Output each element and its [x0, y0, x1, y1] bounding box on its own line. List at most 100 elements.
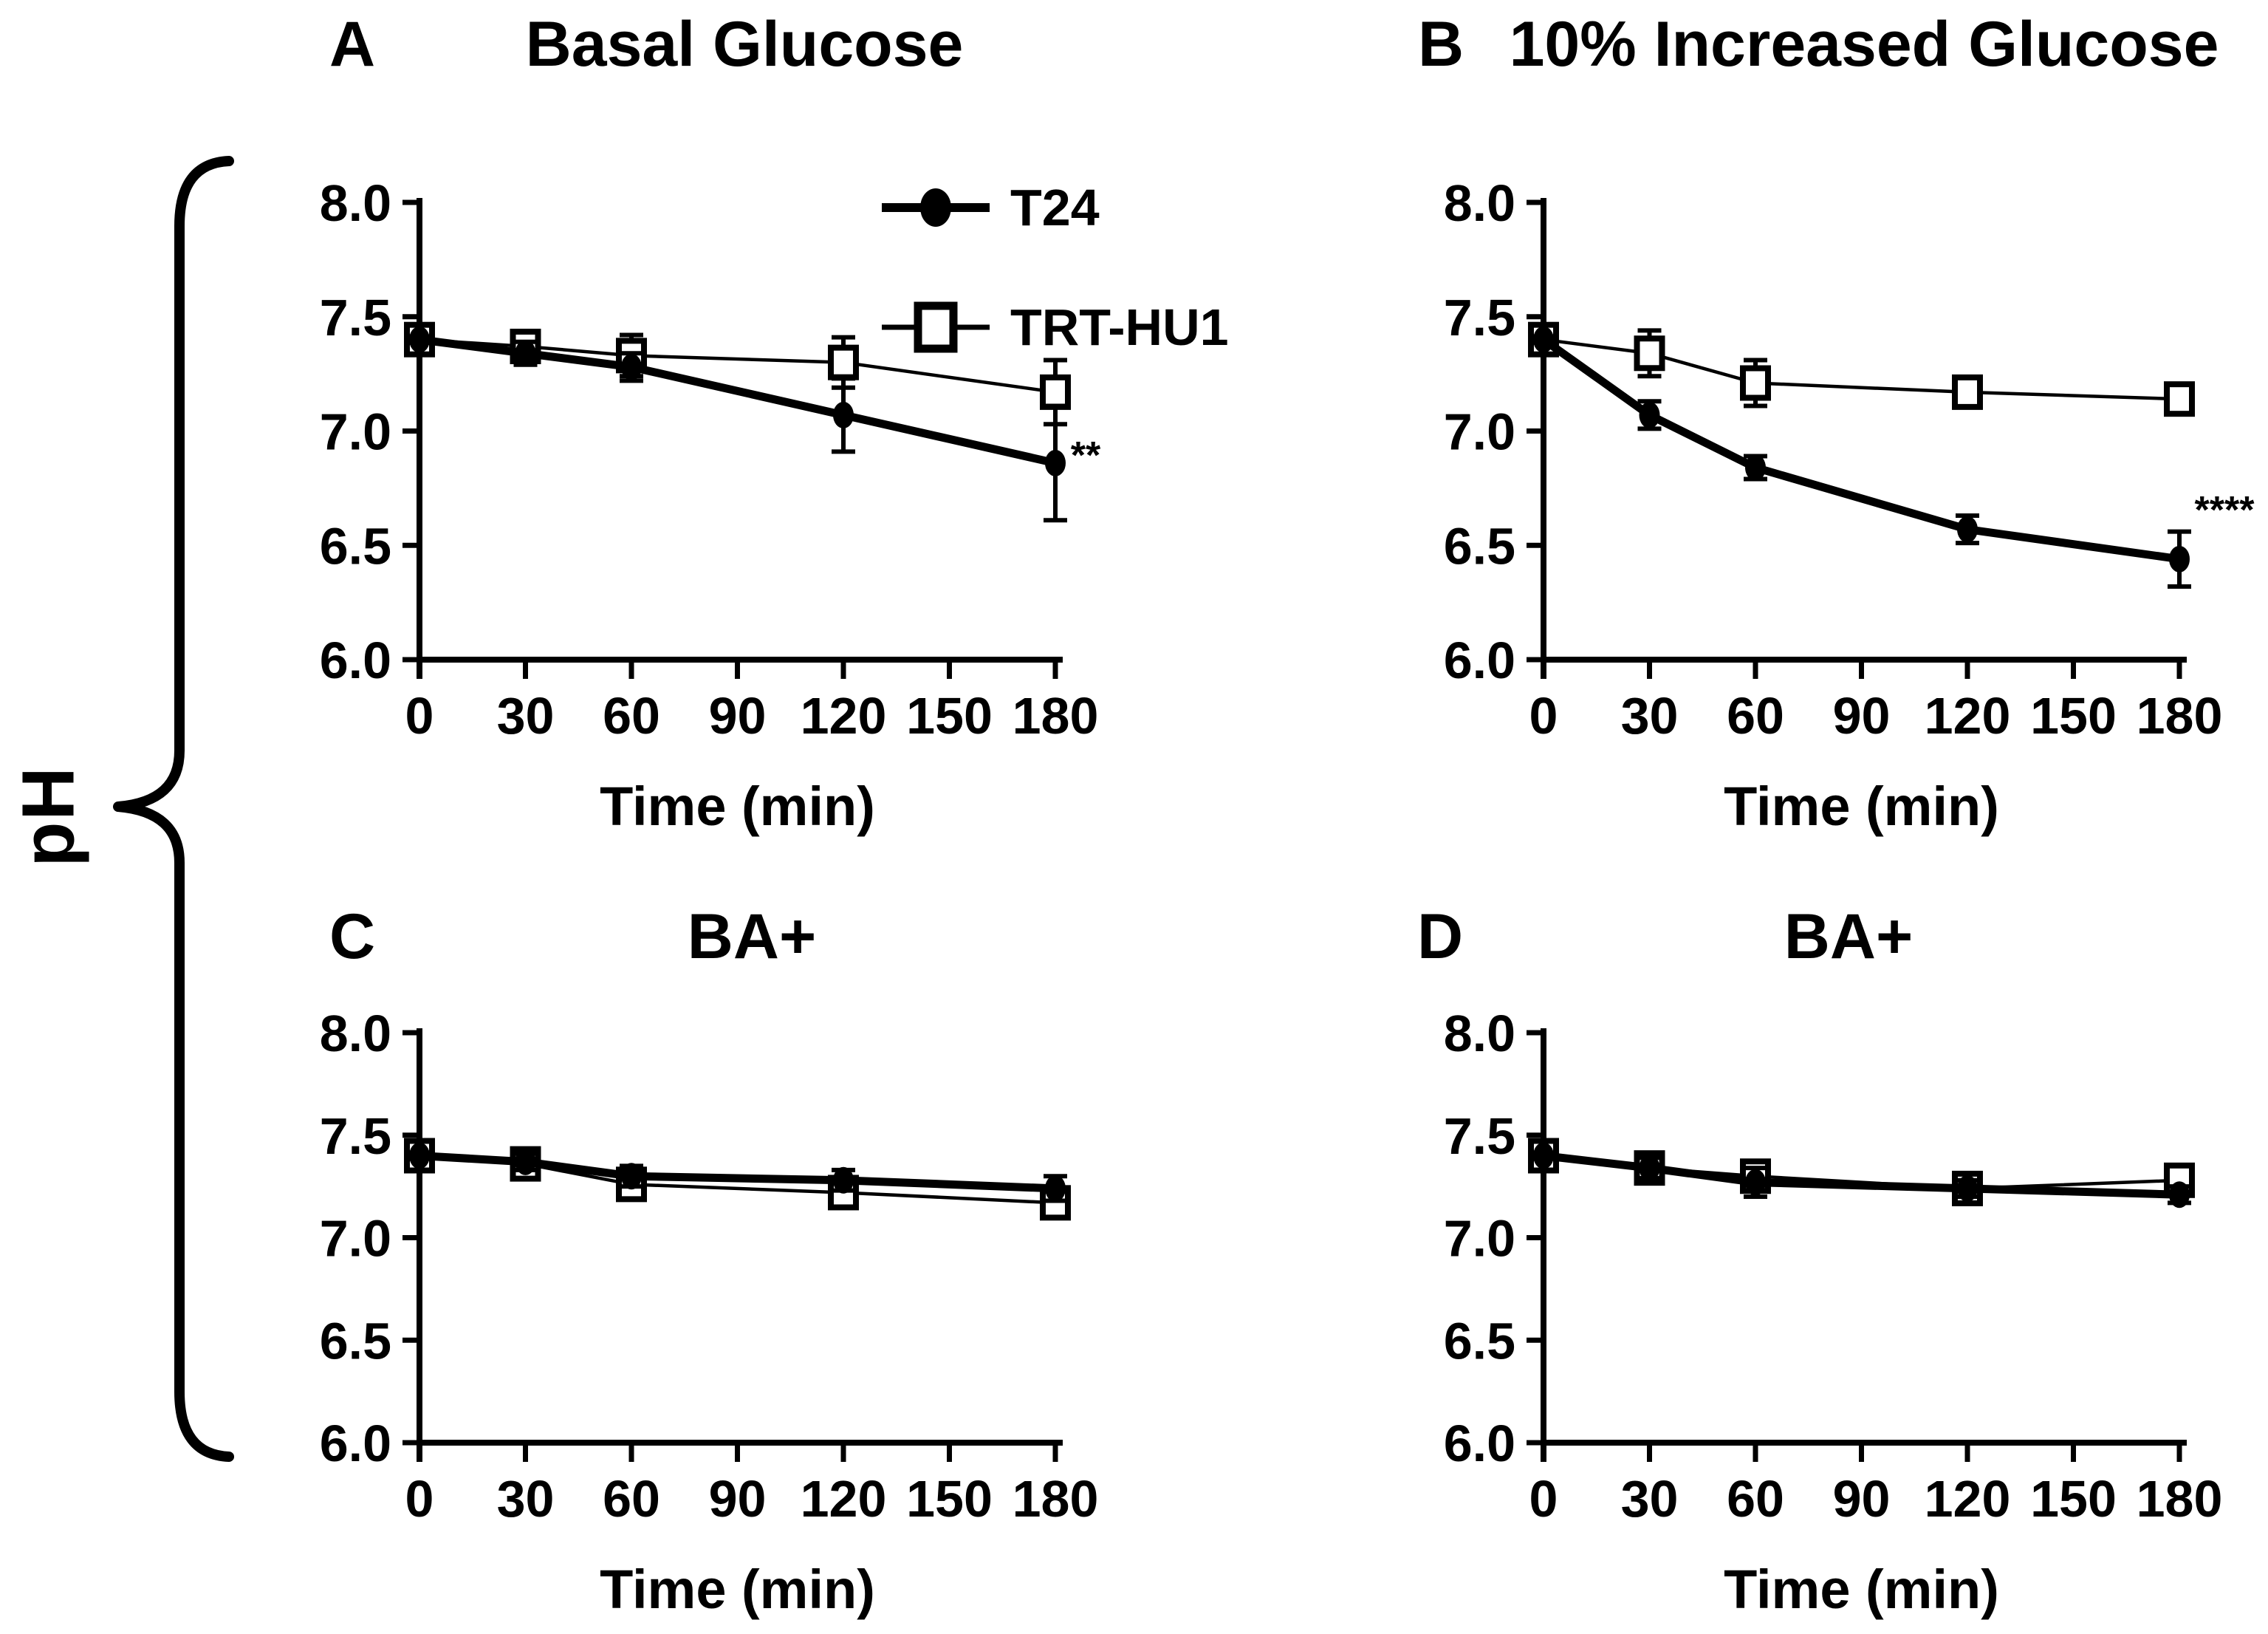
- significance-marker: **: [1071, 434, 1101, 477]
- y-tick-label: 7.5: [1444, 1107, 1515, 1165]
- data-point-filled-circle: [1533, 326, 1554, 353]
- panel-d-letter: D: [1416, 901, 1464, 972]
- data-point-filled-circle: [1639, 1155, 1660, 1182]
- legend-label-trt-hu1: TRT-HU1: [1010, 298, 1229, 356]
- x-tick-label: 30: [497, 1470, 555, 1528]
- x-tick-label: 120: [801, 1470, 887, 1528]
- panel-b-title: 10% Increased Glucose: [1509, 9, 2219, 80]
- x-tick-label: 60: [603, 687, 660, 745]
- data-point-filled-circle: [833, 1166, 854, 1194]
- data-point-filled-circle: [2169, 1181, 2190, 1209]
- x-tick-label: 180: [1013, 1470, 1099, 1528]
- series-trt-hu1: [1528, 321, 2195, 417]
- y-tick-label: 7.0: [320, 403, 391, 461]
- data-point-filled-circle: [1533, 1142, 1554, 1169]
- brace: [113, 156, 234, 1462]
- y-tick-label: 6.0: [320, 1415, 391, 1472]
- x-axis-label: Time (min): [600, 1559, 875, 1620]
- axes: 8.0 7.5 7.0 6.5 6.00 30 60 90 120 150 180 Time (min…: [1444, 1005, 2223, 1620]
- x-tick-label: 180: [1013, 687, 1099, 745]
- panel-a-title: Basal Glucose: [525, 9, 964, 80]
- data-point-open-square: [1952, 374, 1983, 410]
- panel-a-letter: A: [329, 9, 376, 80]
- x-tick-label: 120: [801, 687, 887, 745]
- data-point-open-square: [1740, 365, 1771, 401]
- data-point-open-square: [2164, 381, 2195, 417]
- x-tick-label: 120: [1925, 1470, 2011, 1528]
- significance-marker: ****: [2195, 489, 2255, 532]
- panel-c-title: BA+: [687, 901, 817, 972]
- y-tick-label: 7.0: [1444, 1210, 1515, 1268]
- x-tick-label: 0: [405, 687, 434, 745]
- data-point-filled-circle: [1639, 401, 1660, 428]
- data-point-filled-circle: [621, 353, 642, 380]
- x-tick-label: 0: [1529, 687, 1558, 745]
- x-tick-label: 30: [1621, 687, 1679, 745]
- y-tick-label: 8.0: [320, 1005, 391, 1062]
- data-point-open-square: [828, 344, 859, 380]
- panel-d-title: BA+: [1784, 901, 1914, 972]
- filled-circle-icon: [882, 188, 990, 227]
- open-square-icon: [882, 301, 990, 353]
- series-t24: [1533, 1142, 2191, 1209]
- y-tick-label: 6.5: [1444, 1312, 1515, 1370]
- data-point-filled-circle: [1045, 449, 1066, 476]
- data-point-filled-circle: [515, 1148, 536, 1175]
- axes: 8.0 7.5 7.0 6.5 6.00 30 60 90 120 150 180 Time (min…: [1444, 174, 2223, 837]
- legend-label-t24: T24: [1010, 179, 1100, 236]
- x-tick-label: 90: [1833, 687, 1891, 745]
- x-tick-label: 30: [497, 687, 555, 745]
- panel-c-letter: C: [329, 901, 376, 972]
- y-tick-label: 6.0: [320, 632, 391, 689]
- x-tick-label: 120: [1925, 687, 2011, 745]
- data-point-filled-circle: [621, 1163, 642, 1190]
- data-point-open-square: [1634, 335, 1665, 372]
- data-point-open-square: [1040, 374, 1071, 410]
- series-t24: [1533, 326, 2191, 589]
- series-t24: [409, 326, 1067, 523]
- y-tick-label: 6.5: [320, 1312, 391, 1370]
- axes: 8.0 7.5 7.0 6.5 6.00 30 60 90 120 150 180 Time (min…: [320, 1005, 1099, 1620]
- data-point-filled-circle: [1045, 1175, 1066, 1202]
- x-tick-label: 180: [2137, 1470, 2223, 1528]
- x-tick-label: 90: [1833, 1470, 1891, 1528]
- x-tick-label: 150: [906, 687, 993, 745]
- y-tick-label: 7.5: [320, 1107, 391, 1165]
- x-tick-label: 60: [1727, 687, 1784, 745]
- data-point-filled-circle: [1745, 454, 1766, 482]
- y-tick-label: 7.0: [320, 1210, 391, 1268]
- x-tick-label: 150: [2030, 1470, 2117, 1528]
- y-tick-label: 6.0: [1444, 632, 1515, 689]
- x-tick-label: 180: [2137, 687, 2223, 745]
- x-tick-label: 0: [405, 1470, 434, 1528]
- y-tick-label: 7.5: [320, 289, 391, 346]
- panel-b-letter: B: [1417, 9, 1464, 80]
- x-axis-label: Time (min): [1724, 776, 1999, 837]
- data-point-filled-circle: [1957, 516, 1978, 543]
- legend: T24 TRT-HU1: [880, 167, 1229, 368]
- x-tick-label: 0: [1529, 1470, 1558, 1528]
- data-point-filled-circle: [409, 326, 430, 353]
- y-tick-label: 6.5: [320, 517, 391, 575]
- x-tick-label: 60: [603, 1470, 660, 1528]
- legend-entry-trt-hu1: TRT-HU1: [880, 287, 1229, 368]
- panel-c-plot: 8.0 7.5 7.0 6.5 6.00 30 60 90 120 150 180 Time (min…: [320, 1005, 1099, 1620]
- series-trt-hu1: [404, 321, 1071, 427]
- x-tick-label: 90: [709, 687, 767, 745]
- panel-a-plot: 8.0 7.5 7.0 6.5 6.00 30 60 90 120 150 180 Time (min…: [320, 174, 1101, 837]
- x-axis-label: Time (min): [600, 776, 875, 837]
- x-axis-label: Time (min): [1724, 1559, 1999, 1620]
- panel-b-plot: 8.0 7.5 7.0 6.5 6.00 30 60 90 120 150 180 Time (min…: [1444, 174, 2255, 837]
- x-tick-label: 90: [709, 1470, 767, 1528]
- x-tick-label: 150: [2030, 687, 2117, 745]
- axes: 8.0 7.5 7.0 6.5 6.00 30 60 90 120 150 180 Time (min…: [320, 174, 1099, 837]
- y-tick-label: 7.5: [1444, 289, 1515, 346]
- data-point-filled-circle: [409, 1142, 430, 1169]
- x-tick-label: 150: [906, 1470, 993, 1528]
- data-point-filled-circle: [1957, 1175, 1978, 1202]
- y-tick-label: 7.0: [1444, 403, 1515, 461]
- data-point-filled-circle: [1745, 1169, 1766, 1196]
- series-t24: [409, 1142, 1067, 1203]
